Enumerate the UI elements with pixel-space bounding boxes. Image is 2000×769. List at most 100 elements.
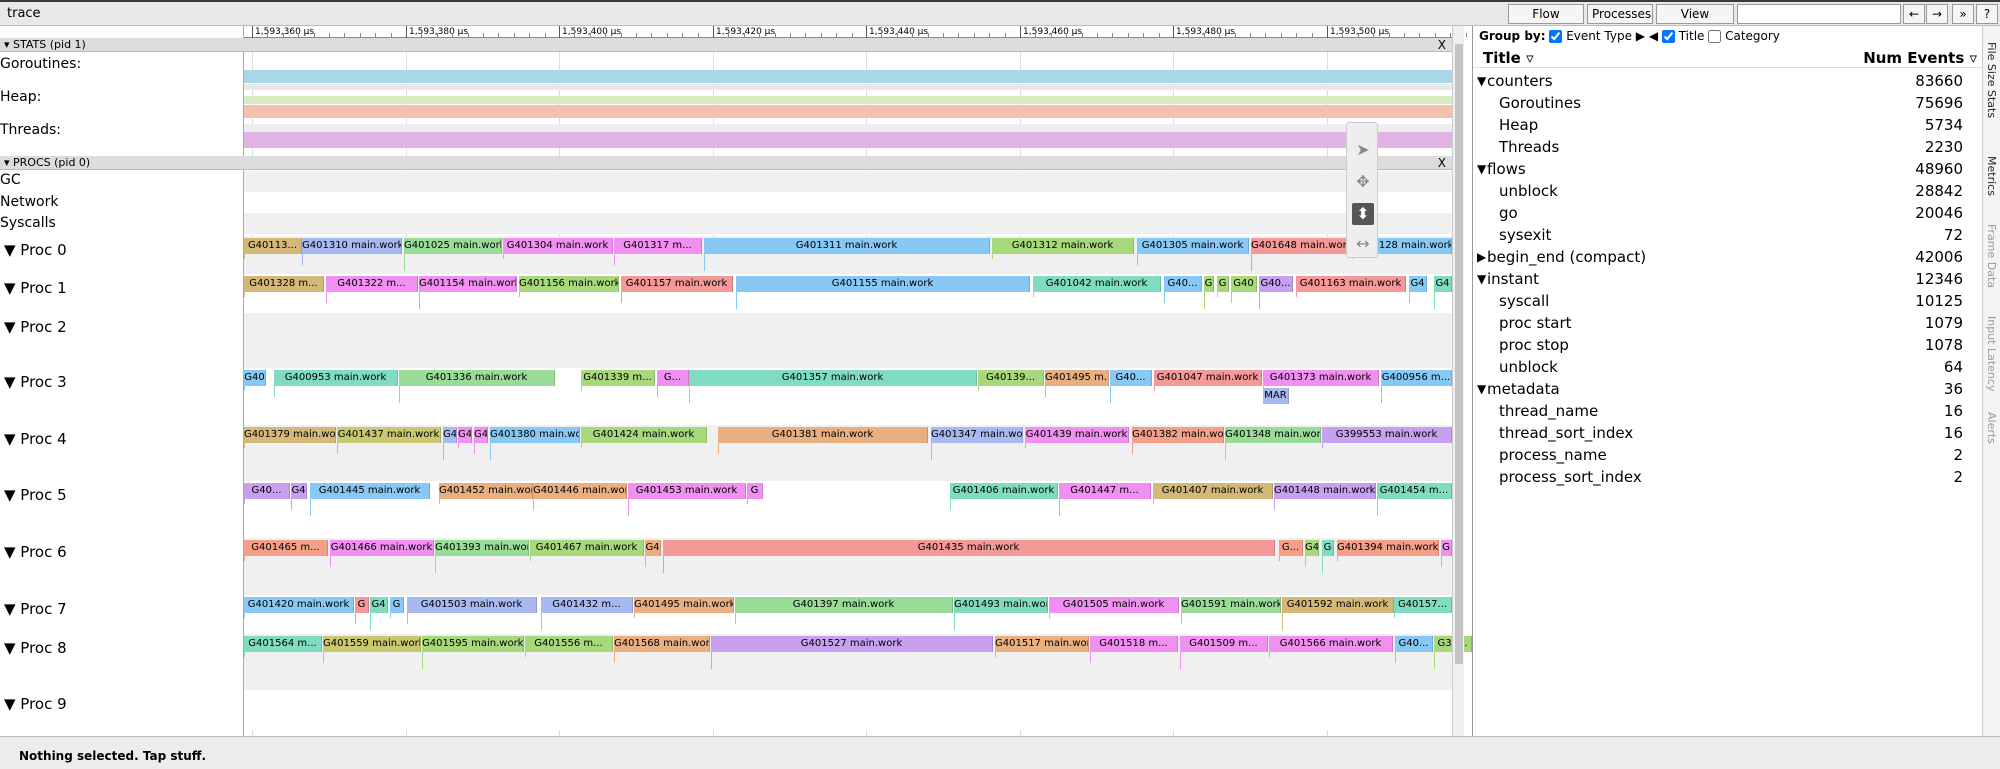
stats-table-row[interactable]: process_sort_index 2 <box>1473 466 1983 488</box>
slice[interactable]: G... <box>1279 540 1303 556</box>
slice[interactable]: G401446 main.work <box>533 483 627 499</box>
slice[interactable]: G401448 main.work <box>1274 483 1376 499</box>
slice[interactable]: G401437 main.work <box>337 427 441 443</box>
slice[interactable]: G401373 main.work <box>1263 370 1379 386</box>
slice[interactable]: G4 <box>1409 276 1427 292</box>
slice[interactable]: G4 <box>291 483 307 499</box>
slice[interactable]: G4 <box>1305 540 1319 556</box>
expand-toggle-icon[interactable]: ▼ <box>1477 74 1487 88</box>
slice[interactable]: G401394 main.work <box>1337 540 1439 556</box>
search-prev-button[interactable]: ← <box>1903 4 1925 24</box>
slice[interactable]: G401452 main.work <box>439 483 533 499</box>
slice[interactable]: G401336 main.work <box>399 370 555 386</box>
proc-label[interactable]: ▼ Proc 6 <box>4 543 67 561</box>
slice[interactable]: G401453 main.work <box>628 483 746 499</box>
slice[interactable]: G401503 main.work <box>407 597 537 613</box>
timeline-scroll-thumb[interactable] <box>1455 44 1463 664</box>
category-checkbox[interactable] <box>1708 30 1722 43</box>
expand-toggle-icon[interactable]: ▼ <box>1477 272 1487 286</box>
stats-table-row[interactable]: Heap 5734 <box>1473 114 1983 136</box>
slice[interactable]: G401381 main.work <box>718 427 928 443</box>
slice[interactable]: G401439 main.work <box>1025 427 1129 443</box>
timeline-scrollbar[interactable] <box>1452 26 1464 736</box>
slice[interactable]: G400956 m... <box>1381 370 1452 386</box>
slice[interactable]: G401648 main.work <box>1251 238 1351 254</box>
stats-table-row[interactable]: syscall 10125 <box>1473 290 1983 312</box>
slice[interactable]: G401432 m... <box>541 597 633 613</box>
slice[interactable]: G401154 main.work <box>419 276 517 292</box>
event-type-label[interactable]: Event Type ▶ <box>1566 29 1645 43</box>
expand-toggle-icon[interactable]: ▶ <box>1477 250 1487 264</box>
slice[interactable]: G <box>1217 276 1229 292</box>
slice[interactable]: G401454 m... <box>1377 483 1452 499</box>
slice[interactable]: G <box>1204 276 1214 292</box>
slice[interactable]: G399553 main.work <box>1322 427 1452 443</box>
stats-table-row[interactable]: unblock 28842 <box>1473 180 1983 202</box>
slice[interactable]: G40157... <box>1394 597 1452 613</box>
timing-mode-icon[interactable]: ↔ <box>1356 234 1370 253</box>
slice[interactable]: G40... <box>1395 636 1433 652</box>
time-ruler[interactable]: 1,593,360 µs 1,593,380 µs 1,593,400 µs 1,59… <box>244 26 1467 38</box>
slice[interactable]: G401382 main.work <box>1132 427 1224 443</box>
slice[interactable]: G40... <box>244 483 290 499</box>
slice[interactable]: G401305 main.work <box>1137 238 1249 254</box>
slice[interactable]: G401465 m... <box>244 540 328 556</box>
slice[interactable]: G40 <box>1231 276 1257 292</box>
slice[interactable]: G401406 main.work <box>950 483 1058 499</box>
slice[interactable]: G401564 m... <box>244 636 322 652</box>
proc-label[interactable]: ▼ Proc 9 <box>4 695 67 713</box>
slice[interactable]: G401348 main.work <box>1225 427 1321 443</box>
slice[interactable]: G401566 main.work <box>1269 636 1393 652</box>
stats-table-row[interactable]: thread_sort_index 16 <box>1473 422 1983 444</box>
gc-track[interactable] <box>244 171 1452 192</box>
proc-track[interactable] <box>244 313 1452 368</box>
slice[interactable]: G <box>747 483 763 499</box>
slice[interactable]: G401310 main.work <box>302 238 402 254</box>
search-input[interactable] <box>1737 4 1901 24</box>
search-next-button[interactable]: → <box>1926 4 1948 24</box>
slice[interactable]: G401047 main.work <box>1154 370 1262 386</box>
processes-button[interactable]: Processes <box>1587 4 1653 24</box>
goroutines-counter[interactable] <box>244 70 1452 83</box>
expand-panel-button[interactable]: » <box>1952 4 1974 24</box>
expand-toggle-icon[interactable]: ▼ <box>1477 382 1487 396</box>
slice[interactable]: G401304 main.work <box>503 238 613 254</box>
select-mode-icon[interactable]: ➤ <box>1356 140 1370 159</box>
slice[interactable]: G401424 main.work <box>581 427 707 443</box>
side-tab[interactable]: Alerts <box>1985 412 1998 444</box>
side-tab[interactable]: File Size Stats <box>1985 42 1998 119</box>
side-tab[interactable]: Frame Data <box>1985 224 1998 289</box>
slice[interactable]: G401328 m... <box>244 276 324 292</box>
stats-table-row[interactable]: process_name 2 <box>1473 444 1983 466</box>
stats-table-row[interactable]: go 20046 <box>1473 202 1983 224</box>
slice[interactable]: G40... <box>1110 370 1152 386</box>
slice[interactable]: G401592 main.work <box>1282 597 1394 613</box>
side-tab[interactable]: Metrics <box>1985 156 1998 196</box>
slice[interactable]: G401509 m... <box>1180 636 1268 652</box>
slice[interactable]: G401527 main.work <box>711 636 993 652</box>
slice[interactable]: G401518 m... <box>1090 636 1178 652</box>
heap-counter-green[interactable] <box>244 96 1452 104</box>
slice[interactable]: G4 <box>458 427 472 443</box>
slice[interactable]: G <box>390 597 404 613</box>
stats-table-row[interactable]: ▼ instant 12346 <box>1473 268 1983 290</box>
slice[interactable]: G40113... <box>244 238 302 254</box>
proc-label[interactable]: ▼ Proc 8 <box>4 639 67 657</box>
proc-label[interactable]: ▼ Proc 4 <box>4 430 67 448</box>
move-left-icon[interactable]: ◀ <box>1648 29 1659 43</box>
slice[interactable]: G401311 main.work <box>704 238 990 254</box>
heap-counter-salmon[interactable] <box>244 105 1452 118</box>
slice[interactable]: G401347 main.work <box>931 427 1023 443</box>
proc-label[interactable]: ▼ Proc 3 <box>4 373 67 391</box>
slice[interactable]: G401420 main.work <box>244 597 354 613</box>
slice[interactable]: G401025 main.work <box>404 238 502 254</box>
slice[interactable]: G401317 m... <box>614 238 702 254</box>
proc-label[interactable]: ▼ Proc 0 <box>4 241 67 259</box>
expand-toggle-icon[interactable]: ▼ <box>1477 162 1487 176</box>
proc-label[interactable]: ▼ Proc 2 <box>4 318 67 336</box>
stats-table-row[interactable]: ▶ begin_end (compact) 42006 <box>1473 246 1983 268</box>
flow-events-button[interactable]: Flow events <box>1508 4 1584 39</box>
stats-table-row[interactable]: thread_name 16 <box>1473 400 1983 422</box>
slice[interactable]: G401163 main.work <box>1296 276 1406 292</box>
slice[interactable]: G401393 main.work <box>435 540 529 556</box>
